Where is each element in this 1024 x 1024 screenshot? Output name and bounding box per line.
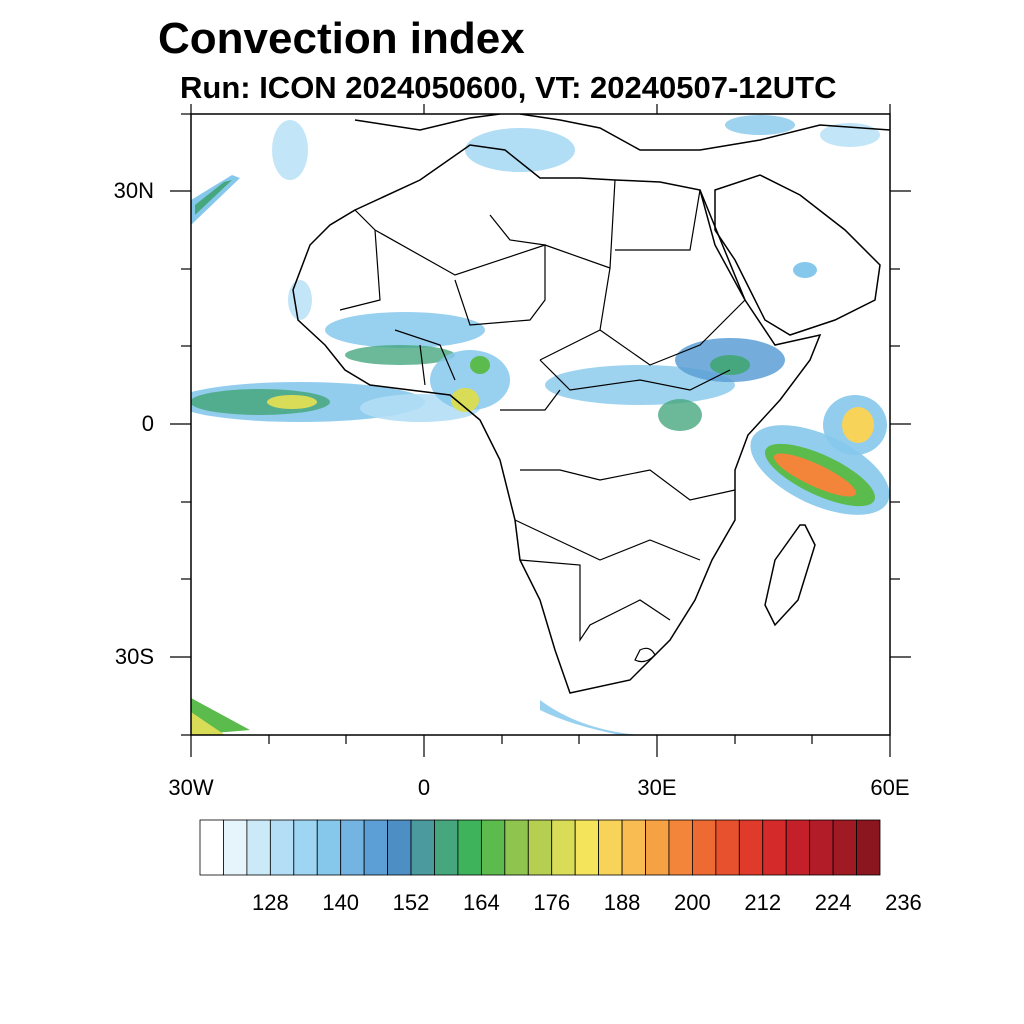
- colorbar-box: [738, 819, 764, 876]
- colorbar-box: [527, 819, 553, 876]
- colorbar-label: 128: [251, 890, 289, 915]
- colorbar-box: [223, 819, 248, 876]
- colorbar-label: 164: [463, 890, 500, 915]
- colorbar-box: [668, 819, 693, 876]
- colorbar-box: [551, 819, 576, 876]
- colorbar-box: [621, 819, 646, 876]
- country-borders: [329, 179, 746, 663]
- colorbar-box: [504, 819, 529, 876]
- colorbar-box: [480, 819, 506, 876]
- page-subtitle: Run: ICON 2024050600, VT: 20240507-12UTC: [180, 70, 837, 105]
- colorbar-box: [715, 819, 740, 876]
- colorbar-box: [762, 819, 787, 876]
- axis-ticks: [170, 104, 911, 757]
- colorbar-box: [457, 819, 482, 876]
- map-frame: [190, 113, 891, 736]
- x-tick-label-60e: 60E: [870, 775, 910, 800]
- colorbar-box: [387, 819, 412, 876]
- y-tick-label-0: 0: [141, 411, 154, 436]
- colorbar-box: [598, 819, 623, 876]
- page-title: Convection index: [158, 14, 525, 63]
- colorbar-label: 200: [674, 890, 711, 915]
- colorbar-box: [785, 819, 811, 876]
- colorbar-label: 188: [603, 890, 641, 915]
- colorbar-box: [269, 819, 295, 876]
- colorbar-box: [340, 819, 365, 876]
- colorbar-label: 152: [392, 890, 430, 915]
- colorbar-label: 224: [814, 890, 852, 915]
- colorbar-label: 140: [322, 890, 360, 915]
- colorbar-box: [199, 819, 224, 876]
- convection-shading: [191, 115, 890, 735]
- y-tick-label-30s: 30S: [114, 644, 154, 669]
- colorbar-label: 212: [744, 890, 782, 915]
- colorbar-box: [410, 819, 435, 876]
- colorbar-box: [316, 819, 342, 876]
- coastlines: [292, 114, 890, 694]
- colorbar-box: [809, 819, 834, 876]
- colorbar-box: [856, 819, 881, 876]
- colorbar: [199, 819, 881, 876]
- x-tick-label-30w: 30W: [168, 775, 214, 800]
- colorbar-box: [363, 819, 388, 876]
- colorbar-box: [692, 819, 717, 876]
- y-tick-label-30n: 30N: [113, 178, 154, 203]
- colorbar-box: [574, 819, 600, 876]
- colorbar-box: [434, 819, 459, 876]
- colorbar-box: [246, 819, 271, 876]
- colorbar-box: [832, 819, 857, 876]
- x-tick-label-30e: 30E: [637, 775, 677, 800]
- colorbar-label: 176: [533, 890, 571, 915]
- colorbar-box: [293, 819, 318, 876]
- colorbar-box: [645, 819, 670, 876]
- x-tick-label-0: 0: [417, 775, 431, 800]
- colorbar-label: 236: [885, 890, 922, 915]
